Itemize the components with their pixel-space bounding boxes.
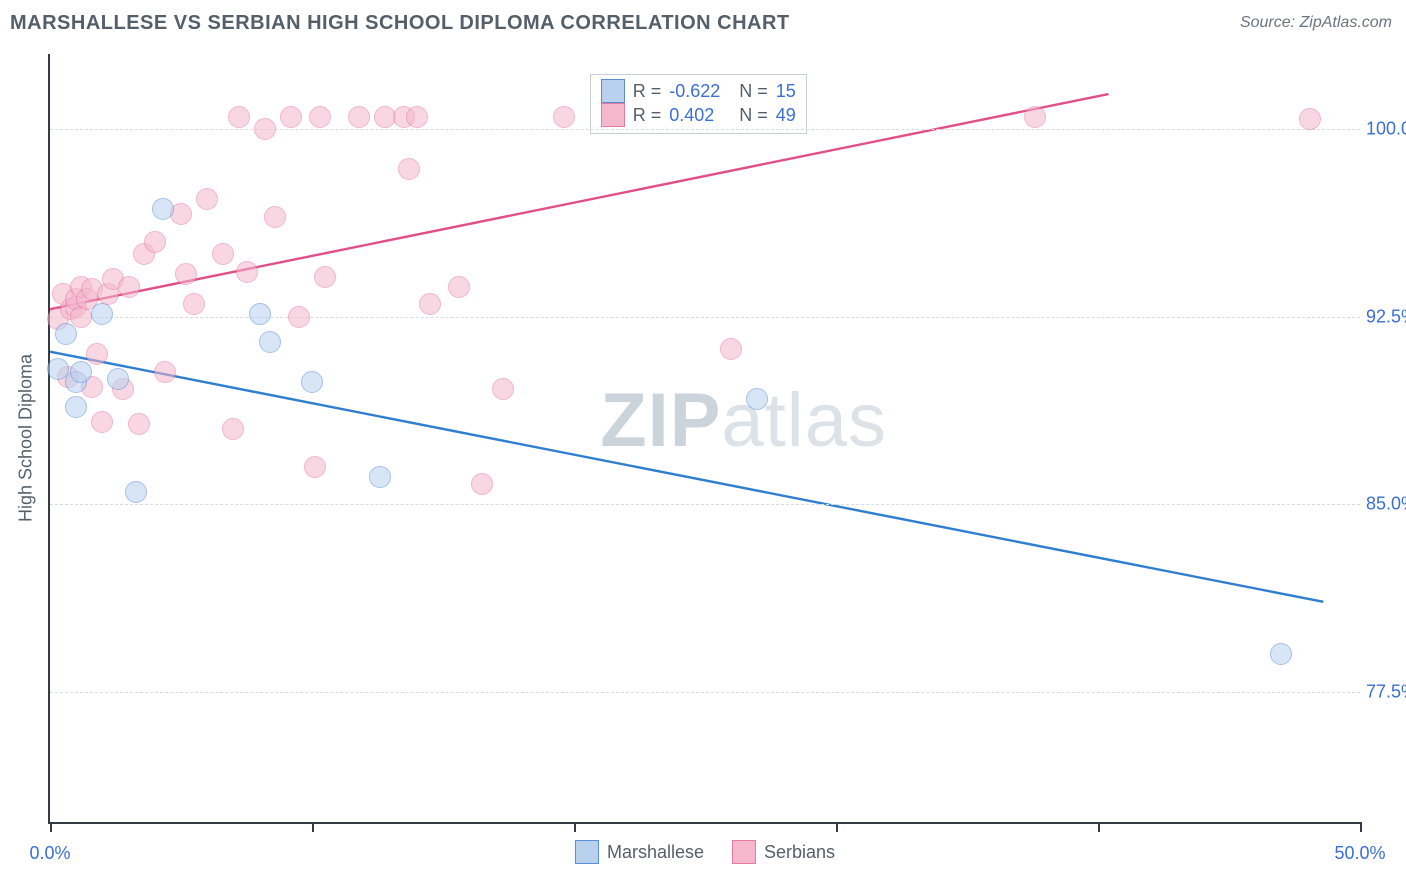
data-point-serbians <box>236 261 258 283</box>
legend-label: Marshallese <box>607 842 704 863</box>
data-point-marshallese <box>301 371 323 393</box>
legend-swatch <box>601 79 625 103</box>
data-point-serbians <box>406 106 428 128</box>
data-point-marshallese <box>369 466 391 488</box>
data-point-marshallese <box>1270 643 1292 665</box>
data-point-serbians <box>264 206 286 228</box>
y-tick-label: 85.0% <box>1366 494 1406 515</box>
legend-row: R = 0.402 N = 49 <box>601 103 796 127</box>
data-point-serbians <box>448 276 470 298</box>
data-point-marshallese <box>70 361 92 383</box>
data-point-serbians <box>398 158 420 180</box>
y-axis-label: High School Diploma <box>16 354 37 522</box>
data-point-serbians <box>118 276 140 298</box>
data-point-serbians <box>228 106 250 128</box>
legend-row: R = -0.622 N = 15 <box>601 79 796 103</box>
data-point-marshallese <box>65 396 87 418</box>
x-tick-label: 0.0% <box>29 843 70 864</box>
y-tick-label: 92.5% <box>1366 306 1406 327</box>
data-point-marshallese <box>259 331 281 353</box>
x-tick <box>1360 822 1362 832</box>
data-point-marshallese <box>746 388 768 410</box>
data-point-serbians <box>1299 108 1321 130</box>
data-point-serbians <box>212 243 234 265</box>
data-point-serbians <box>196 188 218 210</box>
x-tick <box>1098 822 1100 832</box>
source-label: Source: ZipAtlas.com <box>1240 14 1392 32</box>
data-point-serbians <box>471 473 493 495</box>
data-point-marshallese <box>55 323 77 345</box>
x-tick <box>836 822 838 832</box>
data-point-marshallese <box>91 303 113 325</box>
legend-item: Serbians <box>732 840 835 864</box>
legend-swatch <box>732 840 756 864</box>
data-point-serbians <box>175 263 197 285</box>
data-point-marshallese <box>249 303 271 325</box>
y-tick-label: 100.0% <box>1366 119 1406 140</box>
data-point-serbians <box>348 106 370 128</box>
data-point-serbians <box>288 306 310 328</box>
grid-line <box>50 504 1360 505</box>
chart-title: MARSHALLESE VS SERBIAN HIGH SCHOOL DIPLO… <box>10 12 790 35</box>
data-point-serbians <box>309 106 331 128</box>
data-point-serbians <box>144 231 166 253</box>
data-point-serbians <box>280 106 302 128</box>
data-point-serbians <box>254 118 276 140</box>
data-point-serbians <box>304 456 326 478</box>
x-tick <box>50 822 52 832</box>
data-point-marshallese <box>152 198 174 220</box>
data-point-serbians <box>183 293 205 315</box>
data-point-serbians <box>419 293 441 315</box>
data-point-marshallese <box>107 368 129 390</box>
legend-item: Marshallese <box>575 840 704 864</box>
data-point-serbians <box>86 343 108 365</box>
trend-line-marshallese <box>50 352 1323 602</box>
data-point-serbians <box>314 266 336 288</box>
data-point-serbians <box>91 411 113 433</box>
x-tick <box>574 822 576 832</box>
grid-line <box>50 129 1360 130</box>
grid-line <box>50 317 1360 318</box>
data-point-serbians <box>720 338 742 360</box>
data-point-serbians <box>222 418 244 440</box>
scatter-plot-area: ZIPatlas R = -0.622 N = 15 R = 0.402 N =… <box>48 54 1360 824</box>
legend-swatch <box>575 840 599 864</box>
data-point-serbians <box>553 106 575 128</box>
data-point-serbians <box>492 378 514 400</box>
x-tick <box>312 822 314 832</box>
series-legend: Marshallese Serbians <box>575 840 835 864</box>
data-point-marshallese <box>125 481 147 503</box>
data-point-serbians <box>128 413 150 435</box>
legend-swatch <box>601 103 625 127</box>
legend-label: Serbians <box>764 842 835 863</box>
data-point-serbians <box>154 361 176 383</box>
trend-lines <box>50 54 1360 822</box>
y-tick-label: 77.5% <box>1366 681 1406 702</box>
grid-line <box>50 692 1360 693</box>
data-point-serbians <box>1024 106 1046 128</box>
correlation-legend: R = -0.622 N = 15 R = 0.402 N = 49 <box>590 74 807 135</box>
x-tick-label: 50.0% <box>1334 843 1385 864</box>
